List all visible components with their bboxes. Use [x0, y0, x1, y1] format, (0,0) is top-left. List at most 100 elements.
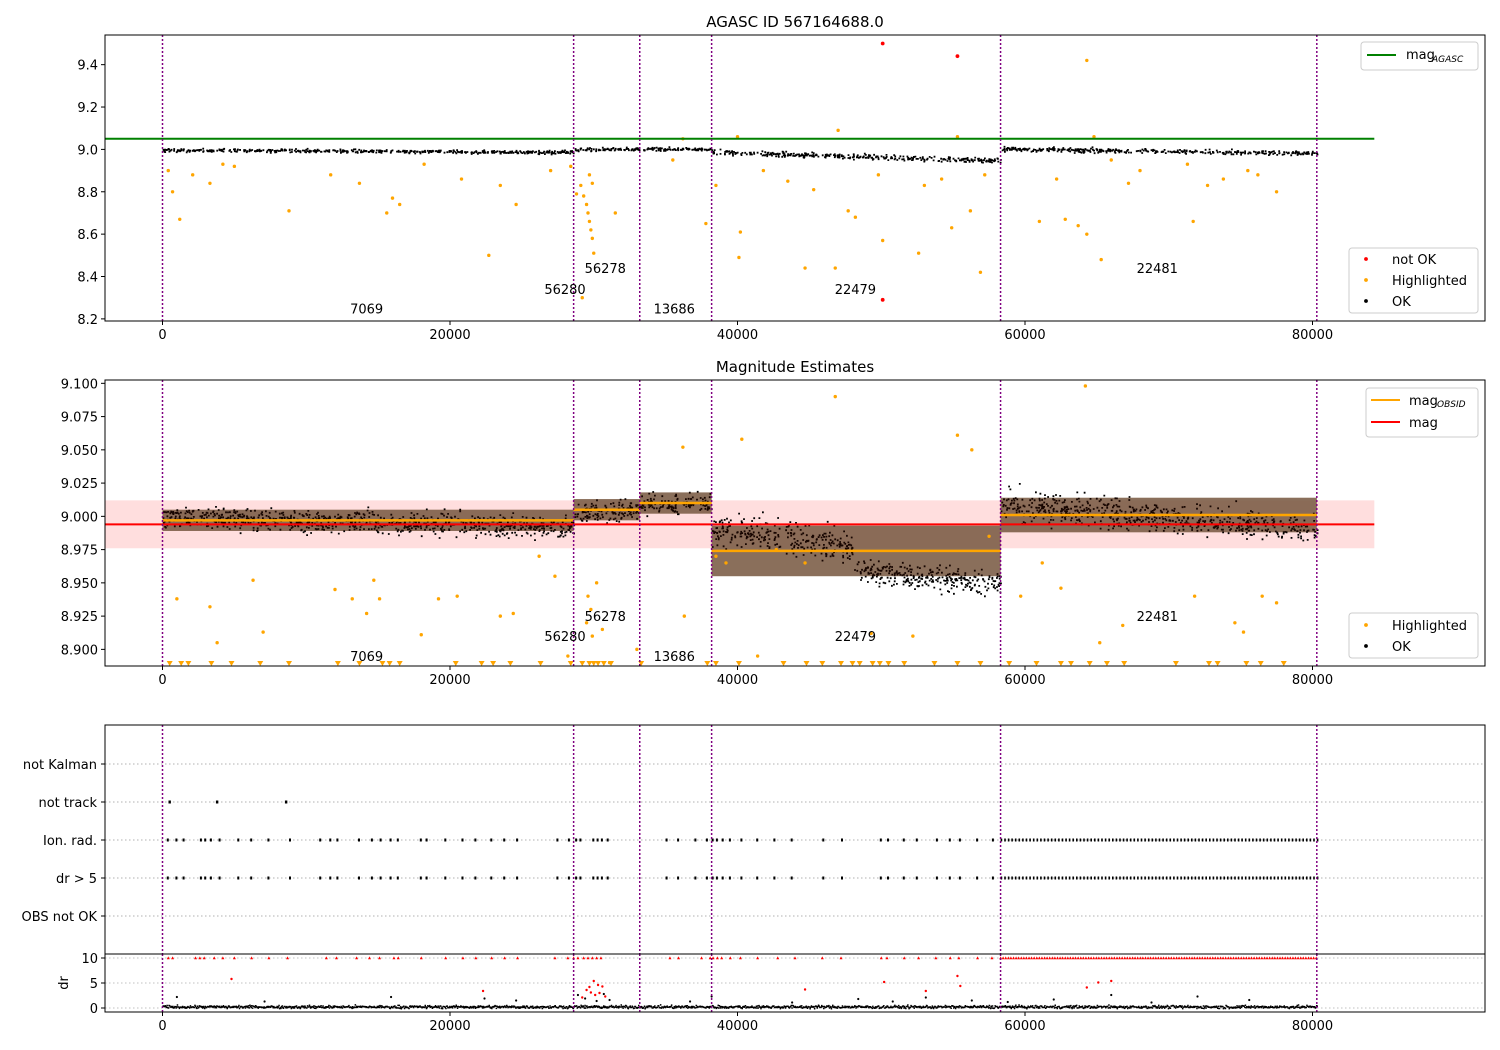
- not-ok-point-2: [880, 297, 885, 302]
- highlighted-point-55: [968, 209, 973, 213]
- upper-limit-marker-45: [1086, 661, 1093, 667]
- dr-ok-outlier-5: [576, 993, 580, 997]
- dr-not-ok-point-11: [604, 995, 607, 998]
- dr-not-ok-point-3: [585, 988, 588, 992]
- upper-limit-marker-32: [849, 661, 856, 667]
- upper-limit-marker-10: [386, 661, 393, 667]
- highlighted-point-46: [846, 209, 850, 213]
- highlighted-point-1: [170, 190, 175, 194]
- upper-limit-marker-19: [586, 661, 593, 667]
- x-tick-label: 20000: [429, 673, 470, 688]
- upper-limit-marker-41: [1006, 661, 1013, 667]
- highlighted-point-35: [869, 631, 873, 636]
- highlighted-point-39: [987, 534, 991, 539]
- highlighted-point-26: [590, 236, 595, 241]
- ok-points: [162, 145, 1319, 164]
- highlighted-point-17: [514, 202, 518, 207]
- y-tick-label: 8.8: [77, 186, 98, 201]
- upper-limit-marker-2: [185, 661, 192, 667]
- highlighted-point-37: [735, 134, 740, 139]
- legend-markers-box-2: [1348, 612, 1479, 659]
- dr-clipped-points: [166, 956, 1318, 960]
- highlighted-point-41: [786, 179, 790, 183]
- highlighted-point-20: [584, 621, 589, 625]
- highlighted-point-0: [166, 168, 170, 173]
- dr-not-ok-point-16: [959, 984, 962, 988]
- not-track-point-1: [215, 800, 219, 804]
- highlighted-point-58: [1037, 219, 1042, 224]
- highlighted-point-5: [221, 162, 225, 166]
- upper-limit-marker-3: [208, 661, 215, 667]
- legend-marker-0: [1364, 623, 1368, 627]
- legend-label: mag: [1409, 394, 1438, 409]
- upper-limit-marker-38: [931, 661, 938, 667]
- legend-label: not OK: [1392, 253, 1437, 268]
- highlighted-point-22: [584, 202, 589, 207]
- dr-ok-outlier-18: [1052, 998, 1055, 1001]
- obsid-label: 56280: [544, 283, 585, 298]
- highlighted-point-33: [671, 158, 675, 162]
- dr-axis-label: dr: [57, 976, 72, 990]
- highlighted-point-63: [1085, 58, 1089, 63]
- dr-ok-outlier-10: [688, 1000, 692, 1003]
- upper-limit-marker-37: [901, 661, 908, 667]
- upper-limit-marker-15: [507, 661, 514, 667]
- x-tick-label: 80000: [1292, 328, 1333, 343]
- x-tick-label: 40000: [717, 673, 758, 688]
- dr-ok-outlier-2: [389, 995, 393, 999]
- flag-category-label: not Kalman: [23, 758, 97, 773]
- dr-ok-outlier-22: [1248, 998, 1251, 1002]
- legend-markers-2: Highlighted OK: [1348, 612, 1479, 659]
- dr-not-ok-point-15: [956, 974, 959, 978]
- upper-limit-marker-49: [1206, 661, 1212, 667]
- dr-ok-outlier-0: [175, 995, 178, 999]
- highlighted-point-12: [397, 202, 402, 207]
- highlighted-point-52: [939, 177, 944, 181]
- highlighted-point-41: [1040, 561, 1044, 565]
- highlighted-point-31: [755, 654, 760, 658]
- highlighted-point-28: [714, 554, 718, 558]
- x-tick-label: 60000: [1004, 673, 1045, 688]
- not-track-point-2: [284, 800, 288, 804]
- highlighted-point-69: [1185, 162, 1190, 166]
- highlighted-point-6: [232, 164, 237, 169]
- dr-not-ok-point-13: [882, 980, 886, 984]
- dr-ok-outlier-12: [791, 1001, 794, 1004]
- upper-limit-marker-25: [704, 661, 711, 667]
- x-tick-label: 60000: [1004, 1019, 1045, 1034]
- y-tick-label: 9.0: [77, 143, 98, 158]
- highlighted-point-18: [586, 594, 590, 598]
- dr-ok-outlier-14: [891, 1000, 894, 1003]
- upper-limit-marker-1: [178, 661, 185, 667]
- obsid-label: 22481: [1137, 262, 1178, 277]
- dr-ok-outlier-3: [483, 997, 486, 1000]
- flag-category-label: Ion. rad.: [43, 834, 97, 849]
- x-tick-label: 40000: [717, 328, 758, 343]
- ion-rad-points: [166, 838, 1319, 842]
- upper-limit-marker-50: [1214, 661, 1221, 667]
- highlighted-point-30: [740, 437, 744, 441]
- highlighted-point-15: [537, 554, 541, 558]
- highlighted-point-3: [190, 173, 195, 177]
- highlighted-point-12: [455, 594, 459, 598]
- figure-title: AGASC ID 567164688.0: [706, 13, 884, 31]
- dr-not-ok-point-0: [230, 977, 233, 981]
- y-tick-label: 8.975: [61, 544, 98, 559]
- highlighted-point-15: [487, 253, 491, 258]
- upper-limit-marker-53: [1280, 661, 1287, 667]
- dr-ok-outlier-13: [857, 997, 860, 1001]
- obsid-label: 7069: [350, 650, 383, 665]
- legend-label: Highlighted: [1392, 274, 1467, 289]
- dr-not-ok-point-1: [481, 989, 485, 993]
- y-tick-label: 9.000: [61, 510, 98, 525]
- upper-limit-marker-33: [856, 661, 863, 667]
- legend-label: OK: [1392, 295, 1411, 310]
- upper-limit-marker-42: [1033, 661, 1040, 667]
- highlighted-point-23: [600, 627, 605, 632]
- dr-ok-outlier-8: [602, 992, 605, 996]
- x-tick-label: 0: [158, 328, 166, 343]
- dr-not-ok-point-4: [588, 985, 591, 989]
- highlighted-point-32: [613, 211, 618, 215]
- y-tick-label: 9.025: [61, 477, 98, 492]
- highlighted-point-50: [916, 251, 921, 255]
